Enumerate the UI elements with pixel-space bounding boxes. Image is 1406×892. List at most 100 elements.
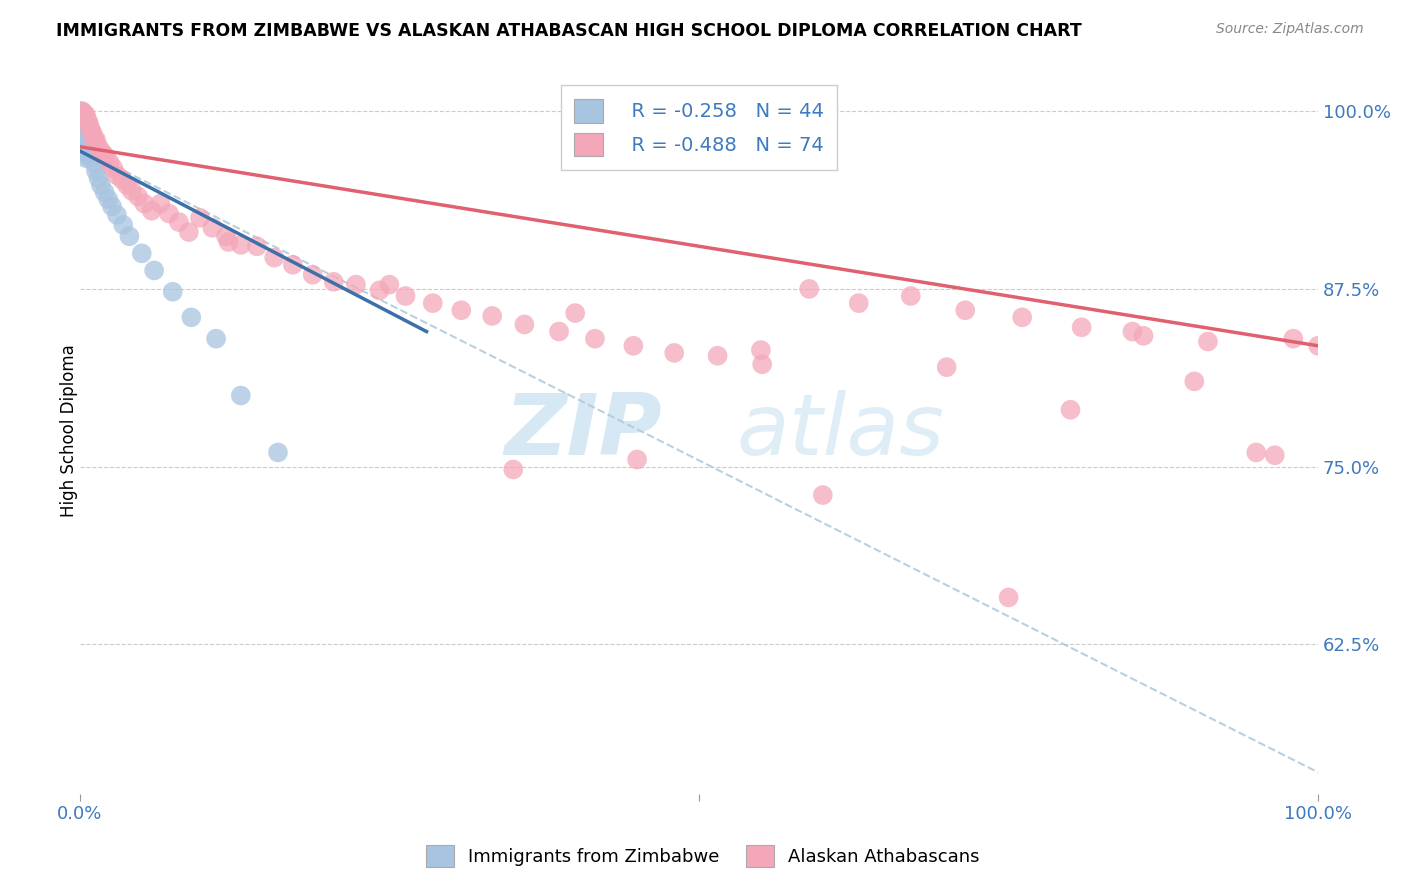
Point — [105, 168, 128, 182]
Point — [84, 133, 107, 147]
Point — [1070, 320, 1092, 334]
Point — [80, 136, 103, 151]
Point — [73, 136, 96, 150]
Point — [82, 129, 104, 144]
Point — [75, 108, 97, 122]
Legend:   R = -0.258   N = 44,   R = -0.488   N = 74: R = -0.258 N = 44, R = -0.488 N = 74 — [561, 86, 838, 169]
Point — [450, 303, 472, 318]
Point — [90, 144, 112, 158]
Point — [73, 124, 96, 138]
Point — [77, 115, 100, 129]
Point — [751, 357, 773, 371]
Point — [75, 151, 97, 165]
Point — [84, 164, 107, 178]
Point — [301, 268, 323, 282]
Point — [811, 488, 834, 502]
Point — [368, 283, 391, 297]
Point — [94, 150, 117, 164]
Point — [141, 203, 163, 218]
Point — [143, 263, 166, 277]
Point — [621, 339, 644, 353]
Point — [72, 112, 94, 126]
Point — [263, 251, 285, 265]
Point — [997, 591, 1019, 605]
Point — [97, 192, 120, 206]
Point — [73, 107, 96, 121]
Point — [103, 161, 125, 175]
Point — [322, 275, 344, 289]
Point — [75, 141, 97, 155]
Point — [80, 124, 103, 138]
Point — [75, 119, 97, 133]
Point — [848, 296, 870, 310]
Point — [76, 136, 98, 150]
Point — [564, 306, 586, 320]
Point — [93, 146, 115, 161]
Point — [77, 139, 100, 153]
Point — [127, 189, 149, 203]
Point — [80, 150, 103, 164]
Point — [76, 126, 98, 140]
Point — [101, 199, 124, 213]
Point — [72, 104, 94, 119]
Point — [1197, 334, 1219, 349]
Point — [215, 229, 238, 244]
Point — [955, 303, 977, 318]
Point — [93, 185, 115, 199]
Point — [626, 452, 648, 467]
Point — [281, 258, 304, 272]
Point — [77, 128, 100, 143]
Point — [664, 346, 686, 360]
Point — [83, 134, 105, 148]
Text: Source: ZipAtlas.com: Source: ZipAtlas.com — [1216, 22, 1364, 37]
Point — [180, 310, 202, 325]
Point — [502, 462, 524, 476]
Point — [87, 171, 110, 186]
Point — [1264, 448, 1286, 462]
Point — [548, 325, 571, 339]
Point — [205, 332, 228, 346]
Point — [1244, 445, 1267, 459]
Point — [111, 172, 134, 186]
Point — [121, 184, 143, 198]
Point — [157, 206, 180, 220]
Point — [79, 120, 101, 134]
Point — [201, 220, 224, 235]
Point — [75, 129, 97, 144]
Point — [394, 289, 416, 303]
Point — [82, 150, 104, 164]
Point — [149, 196, 172, 211]
Point — [82, 144, 104, 158]
Point — [76, 146, 98, 161]
Point — [115, 178, 138, 193]
Point — [267, 445, 290, 459]
Point — [1132, 328, 1154, 343]
Point — [1121, 325, 1143, 339]
Point — [481, 309, 503, 323]
Point — [583, 332, 606, 346]
Point — [229, 388, 252, 402]
Legend: Immigrants from Zimbabwe, Alaskan Athabascans: Immigrants from Zimbabwe, Alaskan Athaba… — [419, 838, 987, 874]
Point — [188, 211, 211, 225]
Point — [73, 114, 96, 128]
Point — [749, 343, 772, 357]
Text: ZIP: ZIP — [505, 390, 662, 473]
Point — [79, 144, 101, 158]
Point — [1308, 339, 1330, 353]
Point — [177, 225, 200, 239]
Point — [82, 126, 104, 140]
Point — [77, 150, 100, 164]
Point — [72, 107, 94, 121]
Point — [134, 196, 156, 211]
Point — [1059, 402, 1081, 417]
Point — [229, 237, 252, 252]
Point — [79, 133, 101, 147]
Point — [378, 277, 401, 292]
Point — [799, 282, 821, 296]
Point — [105, 208, 128, 222]
Text: IMMIGRANTS FROM ZIMBABWE VS ALASKAN ATHABASCAN HIGH SCHOOL DIPLOMA CORRELATION C: IMMIGRANTS FROM ZIMBABWE VS ALASKAN ATHA… — [56, 22, 1083, 40]
Text: atlas: atlas — [737, 390, 945, 473]
Point — [706, 349, 728, 363]
Point — [167, 215, 190, 229]
Point — [344, 277, 367, 292]
